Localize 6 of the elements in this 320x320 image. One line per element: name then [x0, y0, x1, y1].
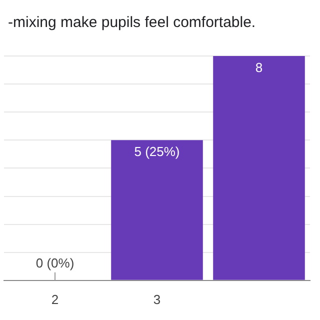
data-label: 5 (25%): [134, 144, 180, 160]
data-label: 0 (0%): [36, 255, 74, 270]
x-tick-label: 2: [51, 292, 59, 307]
data-label: 8: [255, 60, 263, 76]
x-tick-label: 3: [153, 292, 161, 307]
chart-title: -mixing make pupils feel comfortable.: [8, 14, 257, 31]
